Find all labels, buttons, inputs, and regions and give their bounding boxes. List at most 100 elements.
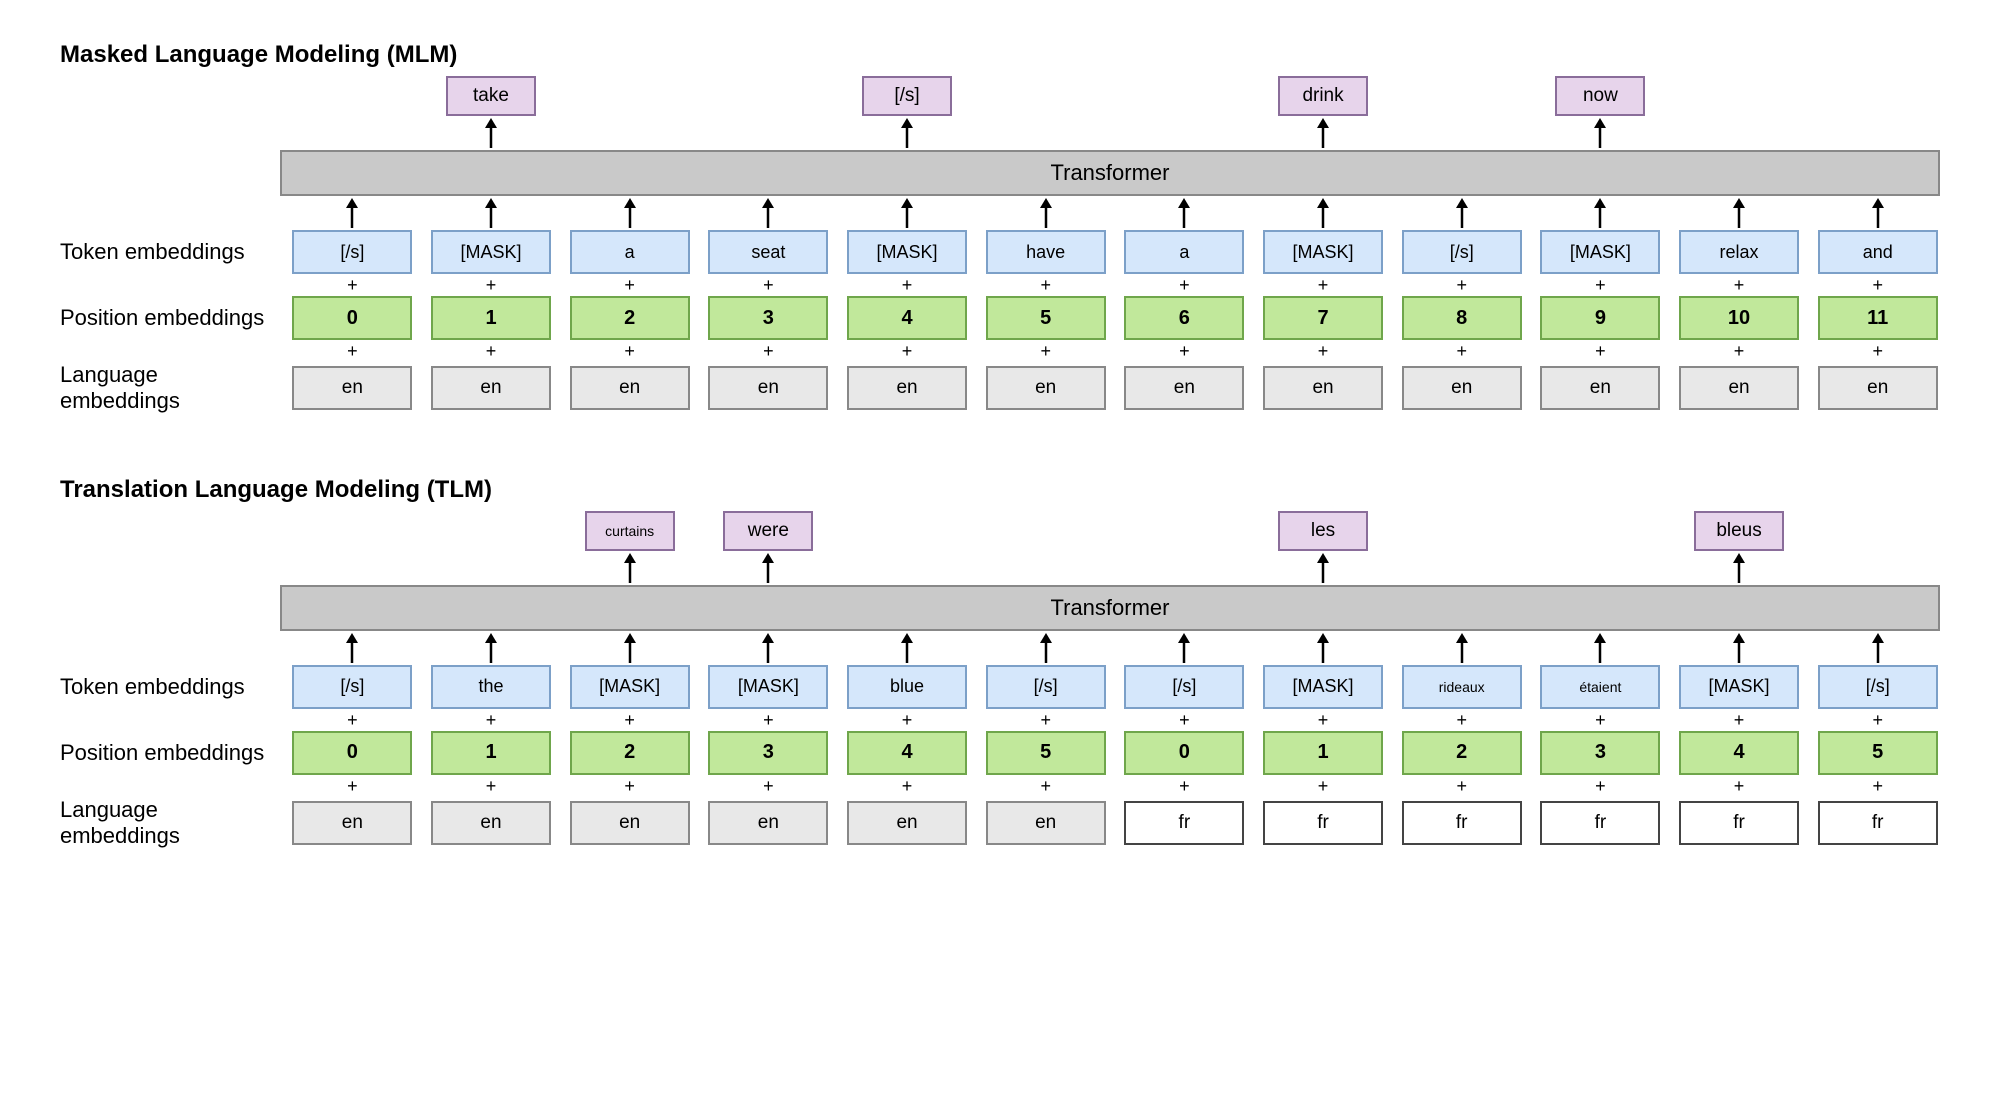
token-cell: seat (708, 230, 828, 274)
up-arrow-icon (1731, 551, 1747, 585)
plus-symbol: + (624, 775, 635, 797)
row-label-position: Position embeddings (60, 305, 290, 331)
token-cell: étaient (1540, 665, 1660, 709)
output-row: take[/s]drinknow (290, 76, 1940, 116)
position-cell: 4 (847, 731, 967, 775)
row-label-position: Position embeddings (60, 740, 290, 766)
language-cell: en (570, 801, 690, 845)
plus-symbol: + (1040, 709, 1051, 731)
language-row: enenenenenenenenenenenen (290, 366, 1940, 410)
token-row: [/s][MASK]aseat[MASK]havea[MASK][/s][MAS… (290, 230, 1940, 274)
position-cell: 5 (1818, 731, 1938, 775)
language-cell: en (986, 366, 1106, 410)
output-cell: take (446, 76, 536, 116)
token-cell: [MASK] (570, 665, 690, 709)
diagram-title: Masked Language Modeling (MLM) (60, 40, 1940, 70)
plus-symbol: + (1595, 709, 1606, 731)
language-cell: fr (1124, 801, 1244, 845)
output-cell: now (1555, 76, 1645, 116)
plus-symbol: + (763, 274, 774, 296)
token-cell: [MASK] (1540, 230, 1660, 274)
output-cell: les (1278, 511, 1368, 551)
plus-symbol: + (1734, 709, 1745, 731)
position-cell: 1 (431, 296, 551, 340)
plus-symbol: + (1595, 340, 1606, 362)
output-cell: bleus (1694, 511, 1784, 551)
language-cell: en (570, 366, 690, 410)
plus-symbol: + (486, 274, 497, 296)
token-cell: have (986, 230, 1106, 274)
position-cell: 4 (847, 296, 967, 340)
up-arrow-icon (1315, 631, 1331, 665)
token-cell: [/s] (292, 230, 412, 274)
token-cell: [MASK] (708, 665, 828, 709)
token-cell: [/s] (1818, 665, 1938, 709)
row-label-token: Token embeddings (60, 674, 290, 700)
transformer-bar: Transformer (280, 585, 1940, 631)
language-cell: fr (1540, 801, 1660, 845)
up-arrow-icon (344, 631, 360, 665)
transformer-bar: Transformer (280, 150, 1940, 196)
up-arrow-icon (483, 631, 499, 665)
position-cell: 5 (986, 731, 1106, 775)
language-cell: en (708, 366, 828, 410)
up-arrow-icon (622, 631, 638, 665)
position-row: 01234567891011 (290, 296, 1940, 340)
output-cell: were (723, 511, 813, 551)
up-arrow-icon (1315, 196, 1331, 230)
language-cell: en (292, 801, 412, 845)
plus-symbol: + (763, 340, 774, 362)
language-cell: en (1679, 366, 1799, 410)
up-arrow-icon (1870, 631, 1886, 665)
language-cell: en (431, 366, 551, 410)
plus-symbol: + (1318, 709, 1329, 731)
up-arrow-icon (1592, 116, 1608, 150)
language-cell: en (1263, 366, 1383, 410)
token-cell: relax (1679, 230, 1799, 274)
position-cell: 3 (1540, 731, 1660, 775)
up-arrow-icon (1592, 196, 1608, 230)
diagram-mlm: Masked Language Modeling (MLM)take[/s]dr… (60, 40, 1940, 415)
language-cell: fr (1402, 801, 1522, 845)
plus-symbol: + (1318, 340, 1329, 362)
position-cell: 5 (986, 296, 1106, 340)
token-cell: a (570, 230, 690, 274)
plus-symbol: + (1456, 775, 1467, 797)
plus-symbol: + (1734, 340, 1745, 362)
language-cell: fr (1679, 801, 1799, 845)
up-arrow-icon (760, 631, 776, 665)
plus-symbol: + (902, 340, 913, 362)
up-arrow-icon (483, 116, 499, 150)
up-arrow-icon (899, 116, 915, 150)
plus-symbol: + (1456, 340, 1467, 362)
plus-symbol: + (1179, 274, 1190, 296)
plus-symbol: + (902, 775, 913, 797)
plus-symbol: + (1872, 340, 1883, 362)
up-arrow-icon (1454, 631, 1470, 665)
plus-symbol: + (1456, 709, 1467, 731)
up-arrow-icon (1592, 631, 1608, 665)
language-cell: fr (1263, 801, 1383, 845)
plus-symbol: + (624, 274, 635, 296)
position-cell: 3 (708, 296, 828, 340)
token-cell: a (1124, 230, 1244, 274)
up-arrow-icon (760, 196, 776, 230)
language-cell: en (847, 801, 967, 845)
token-cell: and (1818, 230, 1938, 274)
up-arrow-icon (1315, 551, 1331, 585)
position-cell: 1 (431, 731, 551, 775)
plus-symbol: + (1318, 274, 1329, 296)
plus-symbol: + (1179, 775, 1190, 797)
language-cell: en (1402, 366, 1522, 410)
token-cell: [/s] (292, 665, 412, 709)
position-cell: 0 (292, 296, 412, 340)
plus-symbol: + (1595, 274, 1606, 296)
up-arrow-icon (622, 196, 638, 230)
token-cell: [/s] (986, 665, 1106, 709)
diagram-tlm: Translation Language Modeling (TLM)curta… (60, 475, 1940, 850)
plus-symbol: + (347, 709, 358, 731)
output-cell: [/s] (862, 76, 952, 116)
plus-symbol: + (1318, 775, 1329, 797)
up-arrow-icon (1731, 631, 1747, 665)
row-label-token: Token embeddings (60, 239, 290, 265)
